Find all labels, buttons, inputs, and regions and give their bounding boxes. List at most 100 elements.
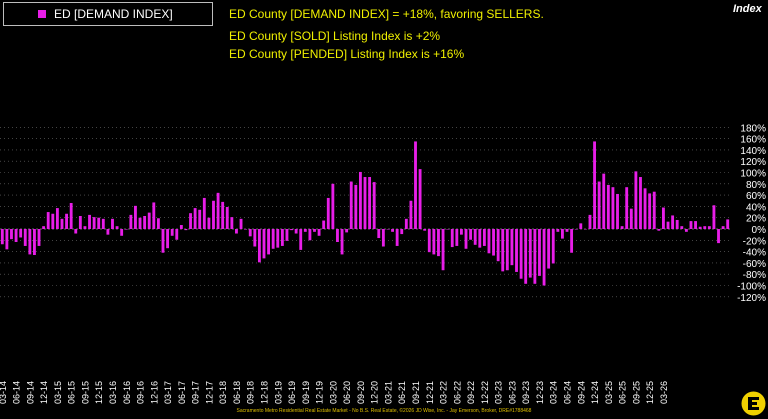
y-tick-label: 0% bbox=[752, 225, 767, 236]
chart-legend: ED [DEMAND INDEX] bbox=[3, 2, 213, 26]
bar bbox=[437, 229, 440, 257]
bar bbox=[28, 229, 32, 255]
bar bbox=[308, 229, 312, 241]
bar bbox=[593, 141, 596, 229]
bar bbox=[368, 177, 372, 229]
bar bbox=[377, 229, 381, 239]
bar bbox=[262, 229, 266, 259]
y-tick-label: 60% bbox=[746, 191, 766, 202]
bar bbox=[124, 229, 128, 230]
bar bbox=[120, 229, 124, 236]
bar bbox=[459, 229, 463, 235]
bar bbox=[441, 229, 445, 271]
bar bbox=[675, 219, 679, 229]
x-tick-label: 09-20 bbox=[356, 381, 366, 404]
bar bbox=[556, 229, 560, 232]
x-tick-label: 03-15 bbox=[53, 381, 63, 404]
y-tick-label: 180% bbox=[740, 123, 766, 134]
bar bbox=[134, 205, 137, 229]
bar bbox=[478, 229, 482, 248]
x-tick-label: 03-21 bbox=[383, 381, 393, 404]
bar bbox=[551, 229, 555, 264]
bar bbox=[404, 218, 408, 229]
bar bbox=[303, 229, 307, 232]
bar bbox=[432, 229, 436, 255]
y-tick-label: -60% bbox=[743, 259, 766, 270]
bar bbox=[212, 200, 215, 229]
y-tick-label: 120% bbox=[740, 157, 766, 168]
bar bbox=[570, 229, 574, 253]
bar bbox=[409, 200, 413, 229]
x-tick-label: 06-14 bbox=[12, 381, 22, 404]
bar bbox=[395, 229, 399, 246]
y-tick-label: 20% bbox=[746, 214, 766, 225]
bar bbox=[712, 205, 716, 229]
bar bbox=[152, 202, 156, 229]
x-tick-label: 09-17 bbox=[191, 381, 201, 404]
x-tick-label: 06-17 bbox=[177, 381, 187, 404]
bar bbox=[648, 193, 652, 229]
bar bbox=[565, 229, 569, 232]
bar bbox=[189, 213, 192, 229]
x-tick-label: 09-18 bbox=[246, 381, 256, 404]
x-tick-label: 06-18 bbox=[232, 381, 242, 404]
bar bbox=[23, 229, 27, 246]
bar bbox=[611, 187, 615, 229]
bar bbox=[579, 223, 583, 229]
bar bbox=[42, 226, 46, 229]
bar bbox=[239, 218, 243, 229]
x-tick-label: 03-26 bbox=[659, 381, 669, 404]
bar bbox=[143, 216, 147, 229]
x-tick-label: 12-21 bbox=[425, 381, 435, 404]
x-tick-label: 06-22 bbox=[452, 381, 462, 404]
bar bbox=[400, 229, 404, 235]
bar bbox=[290, 229, 293, 231]
bar bbox=[313, 229, 316, 232]
bar bbox=[175, 229, 179, 240]
x-tick-label: 12-18 bbox=[259, 381, 269, 404]
bar bbox=[363, 177, 367, 229]
x-tick-label: 12-24 bbox=[590, 381, 600, 404]
bar bbox=[496, 229, 500, 262]
bar bbox=[101, 218, 105, 229]
x-tick-label: 06-16 bbox=[122, 381, 132, 404]
y-tick-label: -120% bbox=[737, 293, 766, 304]
bar bbox=[97, 217, 101, 229]
x-tick-label: 09-21 bbox=[411, 381, 421, 404]
bar bbox=[574, 229, 578, 230]
bar bbox=[74, 229, 78, 234]
bar bbox=[248, 229, 252, 237]
bar bbox=[147, 212, 151, 229]
bar bbox=[602, 173, 606, 229]
bar bbox=[464, 229, 468, 249]
bar bbox=[106, 229, 110, 235]
bar bbox=[83, 226, 87, 229]
bar bbox=[111, 218, 114, 229]
bar bbox=[561, 229, 564, 239]
bar bbox=[207, 217, 211, 229]
x-tick-label: 12-17 bbox=[204, 381, 214, 404]
x-tick-label: 12-23 bbox=[535, 381, 545, 404]
x-tick-label: 03-25 bbox=[604, 381, 614, 404]
e-logo-icon bbox=[741, 391, 766, 416]
bar bbox=[524, 229, 528, 284]
annotation-demand-index: ED County [DEMAND INDEX] = +18%, favorin… bbox=[229, 7, 544, 21]
bar bbox=[501, 229, 505, 272]
bar bbox=[19, 229, 23, 238]
footer-credit: Sacramento Metro Residential Real Estate… bbox=[236, 408, 532, 414]
bar bbox=[198, 209, 202, 229]
x-tick-label: 03-24 bbox=[549, 381, 559, 404]
bar bbox=[322, 220, 326, 229]
bar bbox=[588, 214, 592, 229]
bar bbox=[414, 141, 417, 229]
y-axis-title: Index bbox=[733, 3, 762, 15]
x-tick-label: 03-17 bbox=[163, 381, 173, 404]
bar bbox=[271, 229, 275, 249]
bar bbox=[244, 229, 248, 230]
bar bbox=[386, 229, 390, 230]
y-tick-label: -20% bbox=[743, 236, 766, 247]
y-axis-ticks: -120%-100%-80%-60%-40%-20%0%20%40%60%80%… bbox=[737, 123, 766, 303]
x-tick-label: 09-14 bbox=[25, 381, 35, 404]
bar bbox=[193, 208, 197, 229]
bar bbox=[666, 221, 670, 229]
